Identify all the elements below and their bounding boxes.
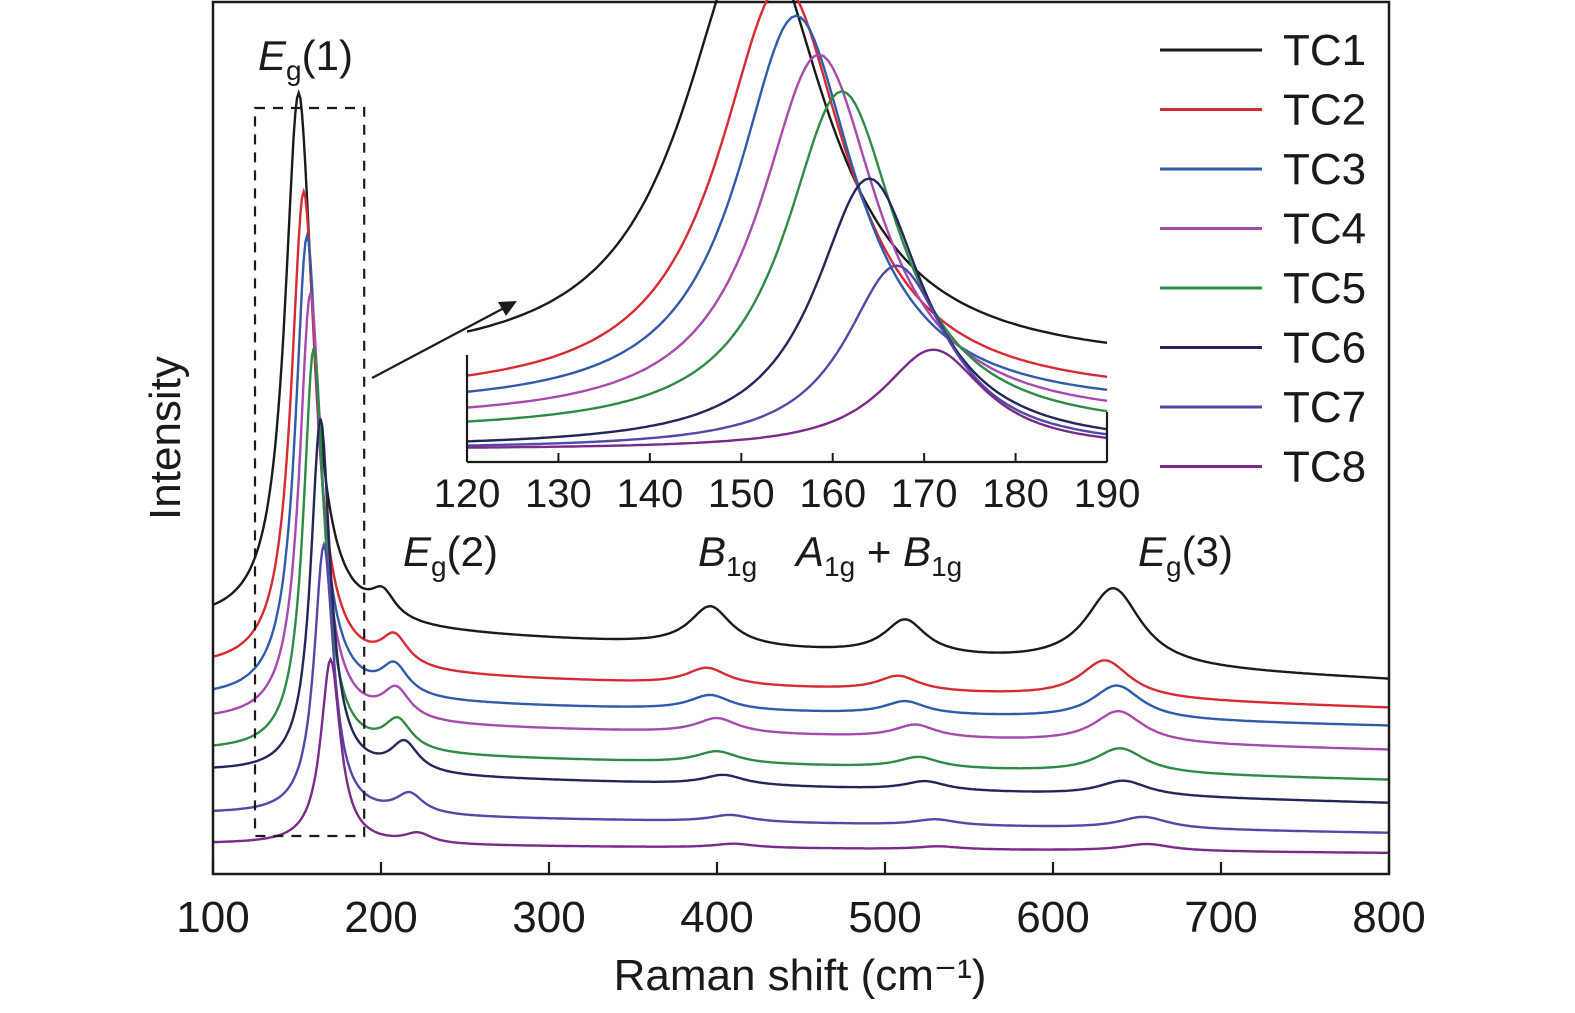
legend-item-tc2: TC2 xyxy=(1160,86,1366,135)
legend-item-tc5: TC5 xyxy=(1160,264,1366,313)
series-line-tc6 xyxy=(212,418,1389,804)
x-axis-title: Raman shift (cm⁻¹) xyxy=(614,951,987,1000)
peak-annotations: Eg(1) Eg(2) B1g A1g + B1g Eg(3) xyxy=(258,32,1233,582)
peak-annotation: A1g + B1g xyxy=(793,528,962,582)
y-axis-title: Intensity xyxy=(141,356,190,520)
inset-series-line-tc6 xyxy=(466,177,1108,443)
inset-x-tick-label: 130 xyxy=(525,472,592,516)
legend-item-tc3: TC3 xyxy=(1160,145,1366,194)
legend-label: TC2 xyxy=(1283,86,1366,135)
x-axis: 100 200 300 400 500 600 700 800 xyxy=(176,862,1426,942)
legend-item-tc7: TC7 xyxy=(1160,383,1366,432)
legend-label: TC8 xyxy=(1283,443,1366,492)
plot-frame xyxy=(211,0,1391,876)
series-line-tc3 xyxy=(212,231,1389,727)
peak-annotation: Eg(2) xyxy=(403,528,498,582)
series-line-tc5 xyxy=(212,347,1390,781)
inset-x-tick-label: 140 xyxy=(616,472,683,516)
inset-series-line-tc8 xyxy=(467,348,1108,449)
inset-x-tick-label: 190 xyxy=(1074,472,1141,516)
series-line-tc1 xyxy=(212,89,1390,680)
x-tick-label: 700 xyxy=(1184,893,1257,942)
x-tick-label: 400 xyxy=(680,893,753,942)
x-tick-label: 300 xyxy=(512,893,585,942)
legend-label: TC1 xyxy=(1283,26,1366,75)
zoom-arrow-head xyxy=(498,301,517,316)
inset-series-line-tc3 xyxy=(466,14,1108,393)
x-tick-label: 100 xyxy=(176,893,249,942)
peak-annotation: B1g xyxy=(698,528,757,582)
legend-label: TC4 xyxy=(1283,205,1366,254)
zoom-region-box xyxy=(253,106,366,838)
peak-annotation: Eg(3) xyxy=(1138,528,1233,582)
peak-annotation: Eg(1) xyxy=(258,32,353,86)
x-tick-label: 800 xyxy=(1352,893,1425,942)
inset-series-line-tc4 xyxy=(466,53,1108,409)
legend-item-tc6: TC6 xyxy=(1160,324,1366,373)
inset-x-tick-label: 120 xyxy=(434,472,501,516)
legend-item-tc8: TC8 xyxy=(1160,443,1366,492)
inset-series-line-tc2 xyxy=(466,0,1108,378)
main-series-group xyxy=(212,89,1390,855)
inset-x-tick-label: 160 xyxy=(799,472,866,516)
legend-item-tc4: TC4 xyxy=(1160,205,1366,254)
legend-label: TC6 xyxy=(1283,324,1366,373)
inset-series-line-tc5 xyxy=(466,90,1108,423)
x-tick-label: 500 xyxy=(848,893,921,942)
legend-label: TC7 xyxy=(1283,383,1366,432)
inset-series-line-tc7 xyxy=(466,264,1108,447)
x-tick-label: 200 xyxy=(344,893,417,942)
legend-label: TC3 xyxy=(1283,145,1366,194)
inset-x-tick-label: 150 xyxy=(708,472,775,516)
inset-series-line-tc1 xyxy=(466,0,1108,344)
inset-x-tick-label: 170 xyxy=(891,472,958,516)
x-tick-label: 600 xyxy=(1016,893,1089,942)
inset-x-tick-label: 180 xyxy=(982,472,1049,516)
zoom-arrow-line xyxy=(371,307,505,379)
series-line-tc8 xyxy=(212,656,1390,855)
series-line-tc7 xyxy=(212,541,1390,834)
zoom-arrow xyxy=(371,301,517,379)
series-line-tc2 xyxy=(212,187,1390,709)
series-line-tc4 xyxy=(212,292,1390,751)
legend-label: TC5 xyxy=(1283,264,1366,313)
legend: TC1 TC2 TC3 TC4 TC5 TC6 TC7 TC8 xyxy=(1160,26,1366,492)
legend-item-tc1: TC1 xyxy=(1160,26,1366,75)
inset-chart: 120 130 140 150 160 170 180 190 xyxy=(434,0,1141,516)
